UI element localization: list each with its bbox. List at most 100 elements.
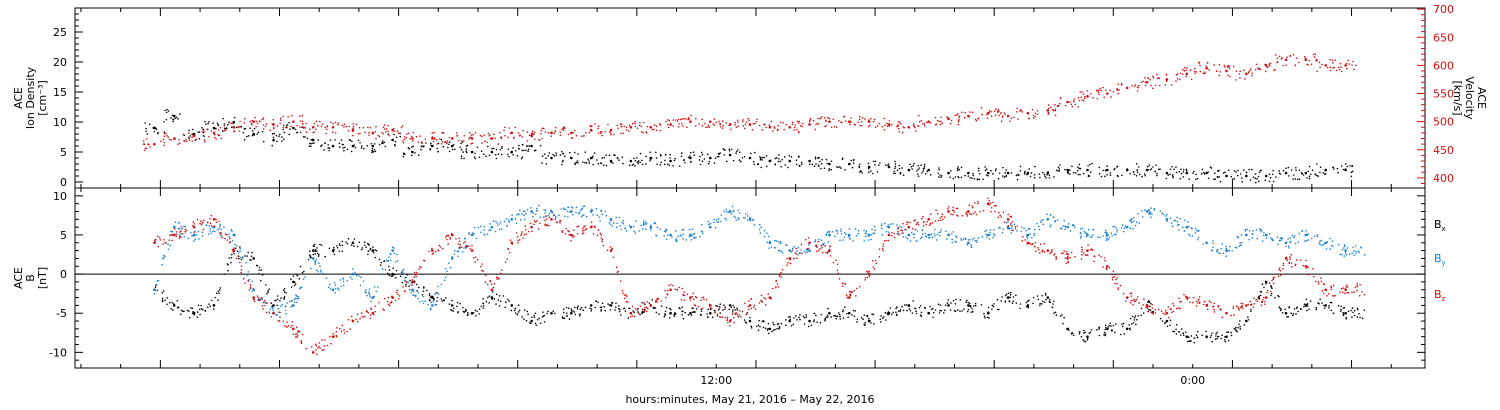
b-data-point — [798, 316, 800, 319]
data-point — [752, 122, 755, 125]
data-point — [1324, 64, 1328, 67]
b-data-point — [1284, 245, 1287, 248]
data-point — [833, 125, 836, 128]
data-point — [588, 160, 590, 162]
data-point — [495, 157, 498, 160]
data-point — [518, 147, 520, 150]
b-data-point — [474, 261, 477, 263]
b-data-point — [1358, 312, 1360, 315]
data-point — [352, 127, 354, 130]
data-point — [1245, 72, 1248, 76]
data-point — [1353, 68, 1355, 71]
data-point — [922, 170, 924, 172]
data-point — [373, 143, 376, 145]
b-data-point — [705, 299, 708, 301]
b-data-point — [227, 233, 230, 235]
data-point — [562, 159, 564, 162]
data-point — [541, 162, 543, 164]
data-point — [1225, 174, 1228, 178]
b-data-point — [393, 273, 396, 276]
b-data-point — [828, 311, 831, 315]
data-point — [547, 155, 550, 157]
b-data-point — [1012, 300, 1015, 303]
b-data-point — [967, 301, 970, 304]
data-point — [261, 118, 263, 121]
b-data-point — [524, 225, 527, 227]
data-point — [879, 162, 881, 164]
data-point — [343, 149, 345, 152]
b-data-point — [1012, 296, 1015, 298]
b-data-point — [847, 233, 851, 237]
b-data-point — [492, 220, 495, 222]
b-data-point — [889, 307, 892, 309]
data-point — [964, 111, 966, 114]
data-point — [695, 117, 697, 120]
b-data-point — [985, 233, 987, 236]
data-point — [1199, 64, 1201, 67]
data-point — [1077, 96, 1080, 99]
b-data-point — [389, 259, 392, 262]
b-data-point — [754, 308, 757, 311]
data-point — [817, 123, 820, 125]
data-point — [590, 130, 593, 132]
data-point — [1030, 172, 1033, 174]
b-data-point — [518, 239, 521, 241]
b-data-point — [272, 304, 275, 307]
b-data-point — [1269, 237, 1272, 239]
data-point — [769, 159, 772, 162]
b-data-point — [641, 301, 643, 304]
b-data-point — [523, 318, 525, 320]
data-point — [873, 118, 876, 121]
data-point — [465, 150, 467, 152]
data-point — [994, 114, 997, 117]
b-data-point — [247, 270, 250, 273]
b-data-point — [1137, 213, 1139, 215]
b-data-point — [787, 261, 789, 264]
data-point — [1136, 171, 1139, 174]
data-point — [337, 122, 339, 124]
b-data-point — [601, 240, 603, 243]
b-data-point — [965, 301, 967, 304]
b-data-point — [428, 294, 431, 297]
data-point — [382, 126, 385, 129]
data-point — [186, 140, 188, 143]
b-data-point — [805, 314, 807, 316]
b-data-point — [1225, 255, 1227, 258]
b-data-point — [1015, 302, 1018, 304]
data-point — [907, 168, 911, 172]
b-data-point — [601, 302, 604, 305]
b-data-point — [369, 317, 372, 320]
data-point — [683, 118, 685, 120]
data-point — [888, 125, 891, 127]
b-data-point — [905, 236, 907, 239]
b-data-point — [824, 317, 827, 320]
data-point — [1032, 117, 1035, 119]
data-point — [1336, 167, 1339, 170]
b-tick-label: 0 — [60, 268, 67, 281]
data-point — [412, 131, 415, 134]
b-data-point — [724, 306, 726, 308]
data-point — [894, 163, 897, 165]
b-data-point — [971, 308, 973, 310]
b-data-point — [689, 311, 692, 315]
data-point — [1169, 168, 1172, 170]
b-data-point — [387, 296, 390, 299]
b-data-point — [203, 219, 205, 222]
b-data-point — [1046, 218, 1050, 221]
b-data-point — [481, 269, 483, 272]
b-data-point — [757, 324, 760, 327]
b-data-point — [1069, 230, 1072, 232]
b-data-point — [788, 249, 792, 252]
b-data-point — [314, 249, 317, 251]
data-point — [1069, 101, 1071, 103]
data-point — [302, 136, 305, 138]
data-point — [287, 116, 289, 118]
b-data-point — [491, 291, 494, 293]
data-point — [1272, 180, 1275, 183]
data-point — [1083, 97, 1086, 100]
data-point — [172, 114, 176, 118]
data-point — [486, 141, 489, 144]
data-point — [1236, 174, 1239, 177]
b-data-point — [544, 224, 547, 227]
b-data-point — [1104, 259, 1106, 262]
